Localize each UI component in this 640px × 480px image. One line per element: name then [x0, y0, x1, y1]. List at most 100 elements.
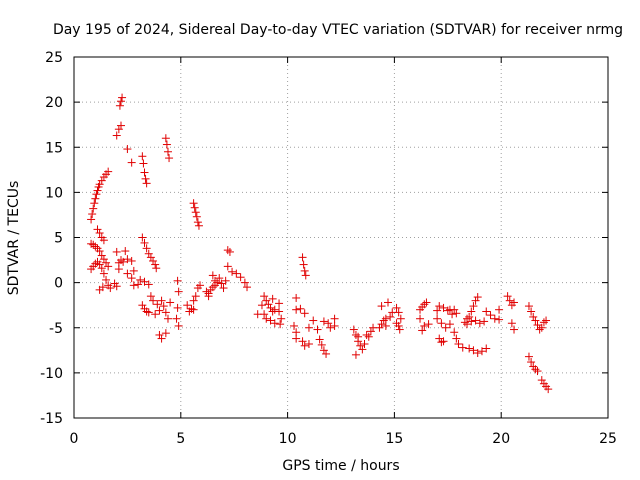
data-point: [97, 176, 106, 185]
x-tick-label: 15: [385, 431, 403, 447]
data-point: [127, 158, 136, 167]
data-point: [396, 314, 405, 323]
data-point: [163, 147, 172, 156]
data-point: [510, 325, 519, 334]
data-point: [119, 257, 128, 266]
data-point: [435, 302, 444, 311]
data-point: [102, 258, 111, 267]
data-point: [535, 325, 544, 334]
data-point: [157, 334, 166, 343]
x-axis-label: GPS time / hours: [282, 458, 399, 474]
data-point: [91, 242, 100, 251]
data-point: [142, 179, 151, 188]
data-point: [486, 311, 495, 320]
data-point: [115, 101, 124, 110]
ticks: [73, 56, 609, 419]
data-point: [159, 302, 168, 311]
data-point: [213, 278, 222, 287]
data-point: [469, 346, 478, 355]
data-point: [482, 307, 491, 316]
data-point: [441, 323, 450, 332]
data-point: [193, 218, 202, 227]
data-point: [482, 344, 491, 353]
data-point: [95, 247, 104, 256]
data-point: [437, 319, 446, 328]
data-point: [192, 212, 201, 221]
data-point: [161, 329, 170, 338]
data-point: [95, 228, 104, 237]
data-point: [537, 323, 546, 332]
data-point: [104, 167, 113, 176]
data-point: [257, 301, 266, 310]
data-point: [381, 321, 390, 330]
data-point: [533, 367, 542, 376]
data-point: [116, 256, 125, 265]
data-point: [424, 320, 433, 329]
data-point: [112, 131, 121, 140]
data-point: [189, 305, 198, 314]
y-tick-label: 15: [45, 140, 63, 156]
data-point: [450, 328, 459, 337]
y-tick-label: 25: [45, 50, 63, 66]
data-point: [375, 323, 384, 332]
data-point: [270, 319, 279, 328]
data-point: [324, 319, 333, 328]
data-point: [296, 304, 305, 313]
data-point: [292, 305, 301, 314]
data-point: [299, 260, 308, 269]
data-point: [275, 299, 284, 308]
data-point: [277, 314, 286, 323]
data-point: [97, 264, 106, 273]
data-point: [88, 210, 97, 219]
data-point: [418, 326, 427, 335]
data-point: [298, 253, 307, 262]
data-point: [260, 292, 269, 301]
data-point: [298, 337, 307, 346]
data-point: [452, 309, 461, 318]
data-point: [392, 303, 401, 312]
grid: [74, 57, 608, 418]
data-point: [354, 332, 363, 341]
data-point: [356, 341, 365, 350]
data-point: [268, 294, 277, 303]
data-point: [450, 305, 459, 314]
data-point: [394, 308, 403, 317]
data-point: [537, 376, 546, 385]
data-point: [443, 306, 452, 315]
data-point: [477, 347, 486, 356]
data-point: [183, 301, 192, 310]
data-point: [144, 280, 153, 289]
data-point: [118, 93, 127, 102]
data-point: [140, 238, 149, 247]
data-point: [351, 330, 360, 339]
data-point: [196, 281, 205, 290]
data-point: [475, 319, 484, 328]
data-point: [319, 317, 328, 326]
data-point: [93, 225, 102, 234]
data-point: [542, 316, 551, 325]
data-point: [366, 327, 375, 336]
data-point: [98, 283, 107, 292]
chart-title: Day 195 of 2024, Sidereal Day-to-day VTE…: [53, 22, 623, 38]
data-point: [146, 253, 155, 262]
data-point: [151, 260, 160, 269]
data-point: [223, 262, 232, 271]
x-tick-label: 10: [279, 431, 297, 447]
data-point: [136, 275, 145, 284]
y-tick-label: 0: [54, 276, 63, 292]
data-point: [149, 256, 158, 265]
data-point: [360, 339, 369, 348]
data-point: [129, 266, 138, 275]
data-point: [531, 316, 540, 325]
y-tick-label: 5: [54, 231, 63, 247]
data-point: [208, 271, 217, 280]
y-tick-label: -10: [40, 366, 63, 382]
data-point: [99, 269, 108, 278]
data-point: [394, 321, 403, 330]
data-point: [174, 321, 183, 330]
data-point: [467, 307, 476, 316]
data-point: [330, 321, 339, 330]
data-point: [386, 312, 395, 321]
data-point: [445, 320, 454, 329]
data-point: [149, 296, 158, 305]
